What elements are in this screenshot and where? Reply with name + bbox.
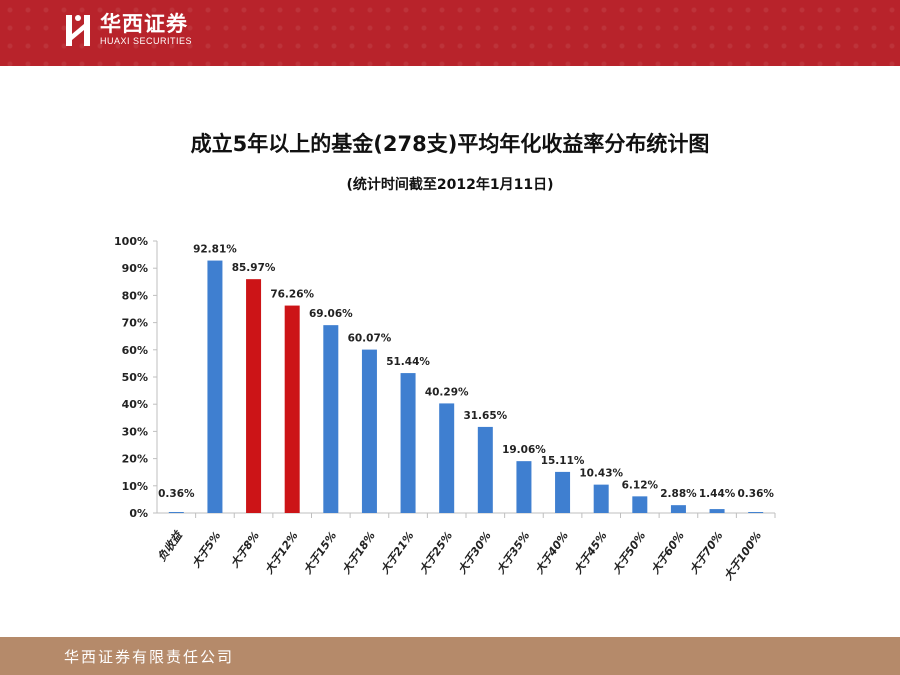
bar	[477, 426, 493, 513]
data-label: 76.26%	[270, 289, 314, 301]
y-tick-label: 80%	[122, 289, 148, 302]
x-category-label: 负收益	[155, 528, 186, 564]
bar	[361, 349, 377, 513]
data-label: 31.65%	[463, 410, 507, 422]
header-banner: 华西证券 HUAXI SECURITIES	[0, 0, 900, 66]
y-tick-label: 100%	[114, 235, 148, 248]
chart-title: 成立5年以上的基金(278支)平均年化收益率分布统计图	[190, 132, 710, 156]
x-category-label: 大于12%	[262, 529, 300, 576]
bar	[400, 373, 416, 513]
bar	[593, 484, 609, 513]
data-label: 60.07%	[348, 333, 392, 345]
data-label: 2.88%	[660, 488, 697, 500]
y-tick-label: 10%	[122, 480, 148, 493]
y-tick-label: 20%	[122, 453, 148, 466]
bar	[323, 325, 339, 513]
data-label: 19.06%	[502, 444, 546, 456]
bar	[632, 496, 648, 513]
data-label: 1.44%	[699, 488, 736, 500]
bar	[516, 461, 532, 513]
x-category-label: 大于50%	[610, 529, 648, 576]
data-label: 51.44%	[386, 356, 430, 368]
brand-name-cn: 华西证券	[100, 12, 188, 36]
data-label: 15.11%	[541, 455, 585, 467]
bar	[555, 471, 571, 513]
huaxi-logo-icon	[66, 15, 90, 46]
data-label: 0.36%	[737, 488, 774, 500]
x-category-label: 大于15%	[301, 529, 339, 576]
x-category-label: 大于60%	[649, 529, 687, 576]
x-category-label: 大于70%	[687, 529, 725, 576]
y-tick-label: 30%	[122, 425, 148, 438]
footer-company-name: 华西证券有限责任公司	[64, 648, 235, 666]
footer-bar: 华西证券有限责任公司	[0, 637, 900, 675]
x-category-label: 大于100%	[721, 529, 764, 582]
x-category-label: 大于5%	[189, 529, 223, 570]
y-tick-label: 40%	[122, 398, 148, 411]
x-category-label: 大于30%	[455, 529, 493, 576]
y-tick-label: 0%	[129, 507, 148, 520]
bar	[709, 509, 725, 513]
bar	[246, 279, 262, 513]
y-tick-label: 90%	[122, 262, 148, 275]
bar	[670, 505, 686, 513]
data-label: 0.36%	[158, 488, 195, 500]
y-tick-label: 60%	[122, 344, 148, 357]
x-category-label: 大于45%	[571, 529, 609, 576]
y-tick-label: 50%	[122, 371, 148, 384]
y-tick-label: 70%	[122, 317, 148, 330]
x-category-label: 大于35%	[494, 529, 532, 576]
data-label: 69.06%	[309, 308, 353, 320]
data-label: 6.12%	[622, 479, 659, 491]
bar-chart: 0% 10% 20% 30% 40% 50% 60% 70% 80% 90% 100% 0.36% 负收…	[114, 235, 776, 583]
x-category-label: 大于8%	[228, 529, 262, 570]
brand-name-en: HUAXI SECURITIES	[100, 36, 193, 46]
x-category-label: 大于18%	[340, 529, 378, 576]
bar	[284, 305, 300, 513]
bar	[207, 260, 223, 513]
bar	[168, 512, 184, 513]
x-category-label: 大于25%	[417, 529, 455, 576]
data-label: 85.97%	[232, 262, 276, 274]
data-label: 92.81%	[193, 244, 237, 256]
bar	[439, 403, 455, 513]
chart-subtitle: (统计时间截至2012年1月11日)	[346, 177, 554, 193]
x-category-label: 大于40%	[533, 529, 571, 576]
data-label: 40.29%	[425, 386, 469, 398]
data-label: 10.43%	[579, 468, 623, 480]
x-category-label: 大于21%	[378, 529, 416, 576]
bar	[748, 512, 764, 513]
